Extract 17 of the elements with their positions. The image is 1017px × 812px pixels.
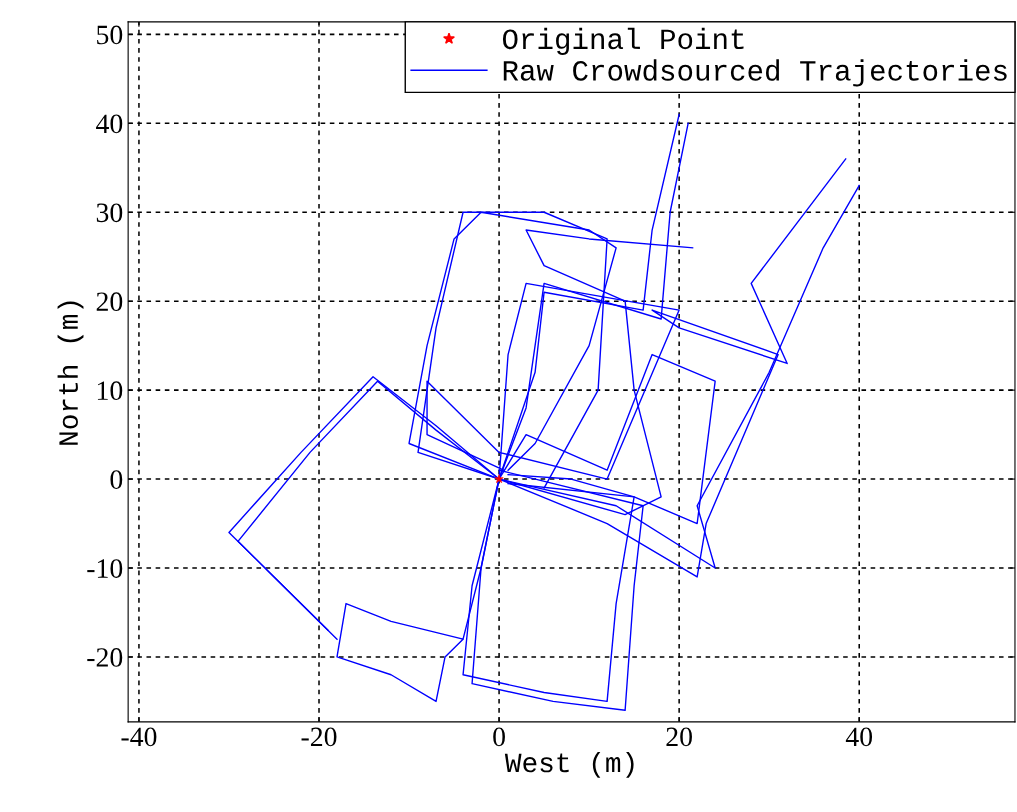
legend-label: Raw Crowdsourced Trajectories — [503, 59, 1007, 87]
y-tick-label: 50 — [97, 25, 123, 45]
legend-label: Original Point — [502, 27, 744, 55]
y-tick-label: 10 — [97, 381, 123, 401]
y-tick-label: 40 — [96, 114, 123, 134]
y-axis-title: North (m) — [57, 301, 84, 445]
x-tick-label: 20 — [666, 727, 692, 747]
x-tick-label: -20 — [301, 727, 337, 747]
y-tick-label: 30 — [96, 203, 123, 223]
y-tick-label: -10 — [87, 559, 123, 578]
y-tick-label: -20 — [87, 648, 123, 667]
x-tick-label: 0 — [493, 727, 505, 747]
x-tick-label: 40 — [845, 727, 873, 747]
y-tick-label: 0 — [110, 470, 123, 489]
x-tick-label: -40 — [121, 727, 157, 747]
y-tick-label: 20 — [96, 292, 123, 312]
x-axis-title: West (m) — [504, 751, 634, 778]
